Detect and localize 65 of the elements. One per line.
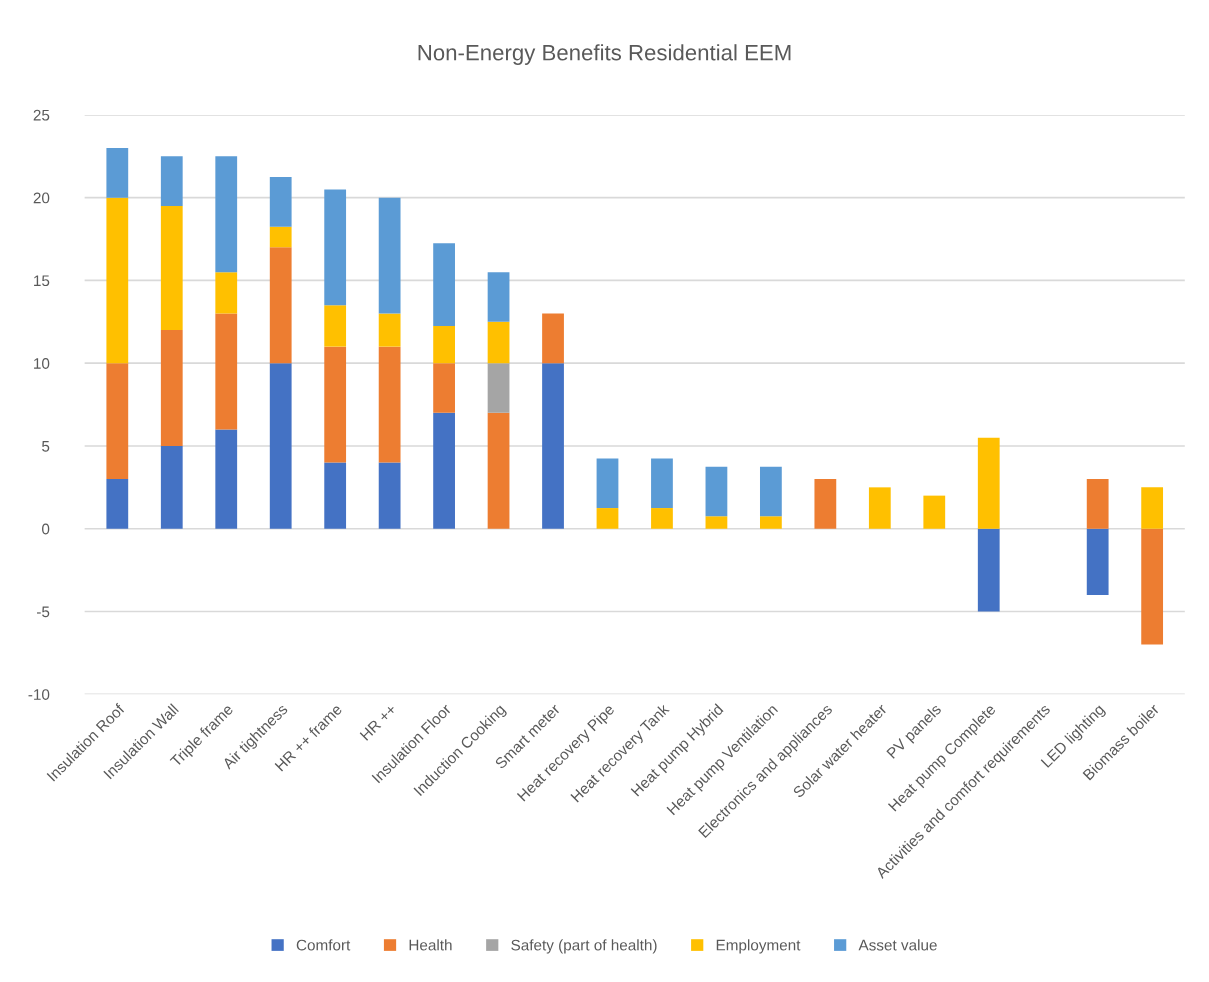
y-tick-label: 25 bbox=[33, 109, 50, 121]
bar bbox=[868, 487, 891, 529]
bar bbox=[596, 508, 619, 529]
bar bbox=[542, 313, 564, 364]
bar bbox=[269, 176, 292, 227]
bar bbox=[487, 321, 510, 364]
bar bbox=[1141, 528, 1164, 645]
y-tick-label: 5 bbox=[42, 440, 50, 452]
bar bbox=[487, 412, 510, 529]
bar bbox=[378, 313, 401, 347]
bar bbox=[759, 516, 782, 529]
bar bbox=[651, 508, 673, 529]
bar bbox=[1141, 487, 1164, 529]
bar bbox=[923, 495, 946, 529]
bar bbox=[215, 313, 238, 430]
legend-label: Employment bbox=[716, 939, 801, 954]
bar bbox=[433, 243, 455, 326]
chart-title: Non-Energy Benefits Residential EEM bbox=[418, 44, 791, 65]
legend-label: Safety (part of health) bbox=[511, 939, 657, 954]
bar bbox=[814, 479, 837, 529]
bar bbox=[378, 197, 401, 314]
bar bbox=[651, 458, 673, 509]
bar bbox=[433, 325, 455, 364]
bar bbox=[1086, 528, 1109, 595]
bar bbox=[487, 363, 510, 413]
bar bbox=[542, 363, 564, 529]
bar bbox=[324, 462, 347, 529]
bar bbox=[487, 272, 510, 322]
bar bbox=[269, 226, 292, 248]
bar bbox=[759, 466, 782, 517]
bar bbox=[269, 247, 292, 364]
bar bbox=[324, 346, 347, 463]
bar bbox=[977, 437, 1000, 529]
bar bbox=[160, 156, 183, 206]
bar bbox=[160, 205, 183, 331]
y-tick-label: 15 bbox=[34, 275, 50, 287]
bar bbox=[324, 305, 347, 347]
y-tick-label: 20 bbox=[33, 192, 50, 204]
bar bbox=[378, 346, 401, 463]
bar bbox=[705, 466, 728, 517]
bar bbox=[106, 197, 129, 364]
y-tick-label: -5 bbox=[37, 606, 50, 618]
y-tick-label: 0 bbox=[42, 523, 50, 535]
bar bbox=[160, 445, 183, 529]
bar bbox=[215, 272, 238, 314]
bar bbox=[106, 479, 129, 529]
bar bbox=[433, 412, 455, 529]
bar bbox=[215, 429, 238, 529]
bar bbox=[977, 528, 1000, 612]
legend-label: Comfort bbox=[296, 939, 351, 951]
bar bbox=[596, 458, 619, 509]
bar bbox=[106, 148, 129, 198]
bar bbox=[160, 330, 183, 446]
y-tick-label: -10 bbox=[28, 689, 50, 700]
bar bbox=[433, 363, 455, 413]
y-tick-label: 10 bbox=[34, 358, 50, 369]
bar bbox=[215, 156, 238, 273]
bar bbox=[269, 363, 292, 529]
bar bbox=[324, 189, 347, 306]
bar bbox=[705, 516, 728, 529]
legend-label: Health bbox=[409, 939, 452, 951]
bar bbox=[1086, 479, 1109, 529]
bar bbox=[106, 363, 129, 480]
bar bbox=[378, 462, 401, 529]
legend-label: Asset value bbox=[858, 939, 937, 951]
